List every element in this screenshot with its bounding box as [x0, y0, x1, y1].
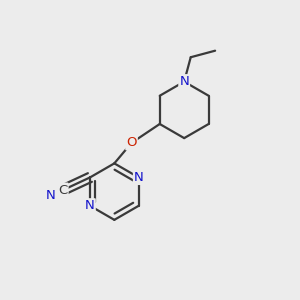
Text: N: N: [46, 189, 56, 202]
Text: N: N: [85, 199, 95, 212]
Text: C: C: [58, 184, 68, 196]
Text: N: N: [134, 171, 144, 184]
Text: O: O: [126, 136, 137, 149]
Text: N: N: [179, 75, 189, 88]
